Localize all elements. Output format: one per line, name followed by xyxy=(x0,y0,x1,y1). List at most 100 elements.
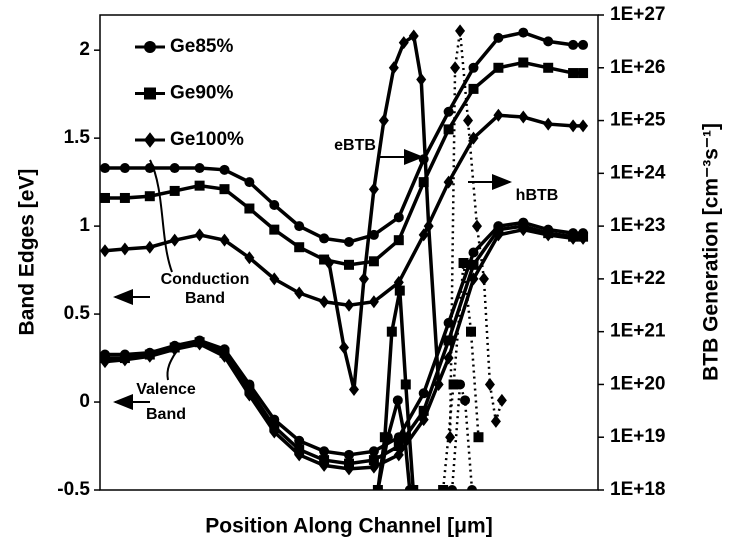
marker xyxy=(493,108,504,122)
marker xyxy=(568,68,579,79)
marker xyxy=(543,62,554,73)
y2-axis-label: BTB Generation [cm⁻³s⁻¹] xyxy=(700,123,723,381)
marker xyxy=(100,192,110,203)
x-axis-label: Position Along Channel [μm] xyxy=(205,515,492,538)
marker xyxy=(294,242,305,253)
marker xyxy=(473,432,484,443)
marker xyxy=(100,163,110,174)
leader xyxy=(149,159,173,273)
marker xyxy=(443,106,454,117)
marker xyxy=(368,182,379,196)
marker xyxy=(372,485,383,490)
marker xyxy=(478,272,489,286)
annotation: Valence xyxy=(136,381,196,398)
marker xyxy=(568,39,579,50)
marker xyxy=(194,228,205,242)
y2-tick-label: 1E+19 xyxy=(610,426,665,447)
legend-marker xyxy=(144,41,156,53)
y-tick-label: -0.5 xyxy=(57,479,90,500)
marker xyxy=(568,231,579,245)
marker xyxy=(443,124,454,135)
marker xyxy=(119,242,130,256)
legend-label: Ge90% xyxy=(170,83,233,104)
marker xyxy=(418,405,429,416)
marker xyxy=(348,383,359,397)
y-axis-label: Band Edges [eV] xyxy=(16,169,39,336)
marker xyxy=(269,224,280,235)
marker xyxy=(443,351,454,365)
marker xyxy=(169,185,180,196)
annotation-arrows xyxy=(113,149,512,410)
annotation: Band xyxy=(185,290,225,307)
marker xyxy=(490,414,501,428)
y2-tick-label: 1E+24 xyxy=(610,162,666,183)
marker xyxy=(393,212,404,223)
marker xyxy=(269,200,280,210)
y2-tick-label: 1E+23 xyxy=(610,215,665,236)
y2-tick-label: 1E+18 xyxy=(610,479,665,500)
marker xyxy=(445,430,456,444)
y2-tick-label: 1E+21 xyxy=(610,321,666,342)
btb-line xyxy=(327,33,441,390)
marker xyxy=(466,326,477,337)
marker xyxy=(368,229,379,240)
marker xyxy=(400,379,411,390)
marker xyxy=(543,117,554,131)
marker xyxy=(418,228,429,242)
marker xyxy=(408,29,419,43)
y-tick-label: 0.5 xyxy=(64,303,91,324)
marker xyxy=(339,341,350,355)
marker xyxy=(416,72,427,86)
y2-tick-label: 1E+26 xyxy=(610,57,665,78)
marker xyxy=(468,62,479,73)
marker xyxy=(100,244,110,258)
marker xyxy=(393,441,404,452)
marker xyxy=(392,395,403,406)
y2-tick-label: 1E+20 xyxy=(610,373,665,394)
marker xyxy=(244,203,255,214)
marker xyxy=(423,219,434,233)
marker xyxy=(493,62,504,73)
marker xyxy=(518,223,529,237)
annotation: Band xyxy=(146,406,186,423)
leader xyxy=(166,344,181,381)
marker xyxy=(394,285,405,296)
marker xyxy=(578,68,589,79)
marker xyxy=(433,377,444,391)
marker xyxy=(219,349,230,363)
marker xyxy=(368,446,379,457)
annotation: hBTB xyxy=(516,187,559,204)
btb-line xyxy=(450,384,474,490)
marker xyxy=(319,295,330,309)
marker xyxy=(443,175,454,189)
marker xyxy=(484,377,495,391)
y2-tick-label: 1E+25 xyxy=(610,110,666,131)
y2-tick-label: 1E+27 xyxy=(610,4,665,25)
marker xyxy=(493,32,504,43)
marker xyxy=(358,272,369,286)
y-tick-label: 0 xyxy=(79,391,90,412)
plot-frame xyxy=(99,14,599,491)
btb-line xyxy=(448,30,504,438)
marker xyxy=(578,119,589,133)
marker xyxy=(294,435,305,446)
marker xyxy=(194,337,205,351)
marker xyxy=(368,460,379,474)
marker xyxy=(269,272,280,286)
y-tick-label: 1 xyxy=(79,215,90,236)
marker xyxy=(219,164,230,175)
marker xyxy=(294,448,305,462)
marker xyxy=(244,388,255,402)
legend-marker xyxy=(144,87,156,100)
marker xyxy=(100,355,110,369)
marker xyxy=(408,485,419,490)
marker xyxy=(458,258,469,269)
marker xyxy=(294,286,305,300)
plot-area xyxy=(100,24,589,490)
marker xyxy=(319,254,330,265)
marker xyxy=(543,36,554,47)
marker xyxy=(518,110,529,124)
marker xyxy=(244,251,255,265)
marker xyxy=(468,259,479,270)
annotation: Conduction xyxy=(161,271,250,288)
